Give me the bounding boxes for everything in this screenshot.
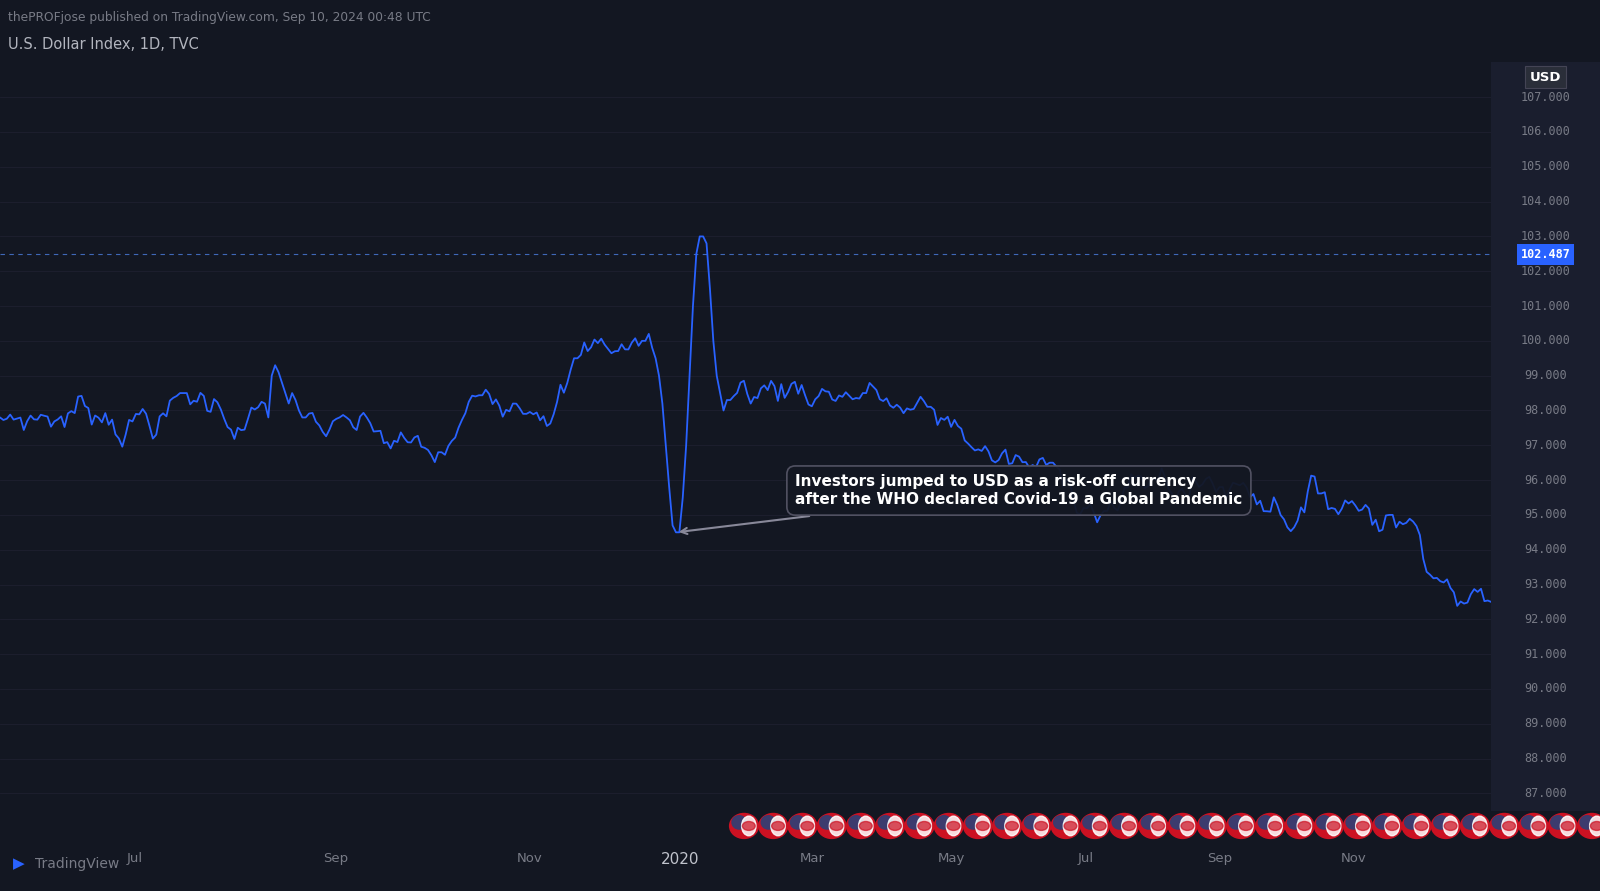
Text: 105.000: 105.000: [1520, 160, 1571, 174]
Text: 93.000: 93.000: [1525, 578, 1566, 591]
Text: 2020: 2020: [661, 852, 699, 867]
Text: Sep: Sep: [1208, 852, 1232, 865]
Text: 91.000: 91.000: [1525, 648, 1566, 660]
Text: 104.000: 104.000: [1520, 195, 1571, 208]
Text: 107.000: 107.000: [1520, 91, 1571, 103]
Text: 94.000: 94.000: [1525, 544, 1566, 556]
Text: USD: USD: [1530, 70, 1562, 84]
Text: Mar: Mar: [800, 852, 826, 865]
Text: Investors jumped to USD as a risk-off currency
after the WHO declared Covid-19 a: Investors jumped to USD as a risk-off cu…: [682, 474, 1243, 534]
Text: thePROFjose published on TradingView.com, Sep 10, 2024 00:48 UTC: thePROFjose published on TradingView.com…: [8, 11, 430, 24]
Text: Nov: Nov: [1341, 852, 1366, 865]
Text: 101.000: 101.000: [1520, 299, 1571, 313]
Text: 88.000: 88.000: [1525, 752, 1566, 765]
Text: Jul: Jul: [1077, 852, 1094, 865]
Text: Sep: Sep: [323, 852, 349, 865]
Text: 96.000: 96.000: [1525, 474, 1566, 486]
Text: U.S. Dollar Index, 1D, TVC: U.S. Dollar Index, 1D, TVC: [8, 37, 198, 53]
Text: ▶: ▶: [13, 856, 24, 871]
Text: 97.000: 97.000: [1525, 438, 1566, 452]
Text: Jul: Jul: [126, 852, 142, 865]
Text: 102.487: 102.487: [1520, 248, 1571, 261]
Text: 87.000: 87.000: [1525, 787, 1566, 800]
Text: 89.000: 89.000: [1525, 717, 1566, 731]
Text: Nov: Nov: [517, 852, 542, 865]
Text: 92.000: 92.000: [1525, 613, 1566, 625]
Text: 102.000: 102.000: [1520, 265, 1571, 278]
Text: TradingView: TradingView: [35, 857, 120, 871]
Text: 106.000: 106.000: [1520, 126, 1571, 138]
Text: 90.000: 90.000: [1525, 683, 1566, 696]
Text: May: May: [938, 852, 965, 865]
Text: 99.000: 99.000: [1525, 369, 1566, 382]
Text: 95.000: 95.000: [1525, 509, 1566, 521]
Text: 98.000: 98.000: [1525, 404, 1566, 417]
Text: 103.000: 103.000: [1520, 230, 1571, 243]
Text: 100.000: 100.000: [1520, 334, 1571, 347]
